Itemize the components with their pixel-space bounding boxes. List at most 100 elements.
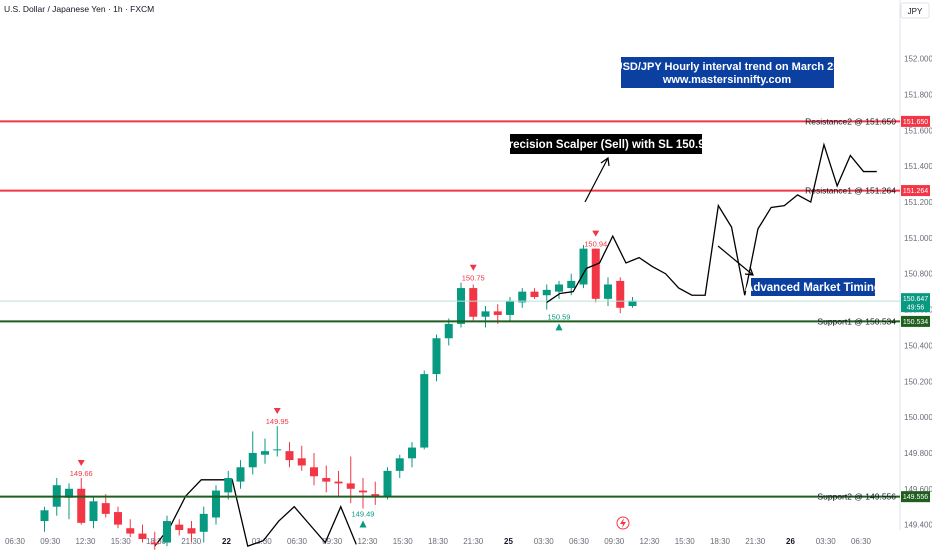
candle-body-9 [150, 542, 159, 545]
high-149-95-label: 149.95 [266, 417, 289, 426]
resistance2-tag: 151.650 [903, 119, 928, 126]
candle-body-30 [408, 447, 416, 459]
time-tick-17: 09:30 [604, 537, 625, 546]
candle-body-37 [493, 311, 502, 315]
high-149-66-label: 149.66 [70, 469, 93, 478]
candle-body-10 [163, 521, 171, 543]
resistance2-label: Resistance2 @ 151.650 [805, 116, 896, 126]
low-150-59-label: 150.59 [548, 312, 571, 321]
resistance2-tag-box [901, 115, 930, 127]
time-tick-9: 09:30 [322, 537, 343, 546]
candle-body-28 [383, 470, 392, 496]
low-149-49-label: 149.49 [352, 509, 375, 518]
price-tick-6: 150.800 [904, 270, 932, 279]
time-tick-20: 18:30 [710, 537, 731, 546]
candle-body-3 [77, 488, 86, 523]
high-150-75-arrow [469, 264, 477, 271]
time-tick-11: 15:30 [393, 537, 414, 546]
time-tick-10: 12:30 [357, 537, 378, 546]
price-tick-1: 151.800 [904, 91, 932, 100]
price-tick-10: 150.000 [904, 413, 932, 422]
candle-body-22 [310, 467, 318, 477]
headline-box [621, 57, 834, 88]
currency-badge[interactable]: JPY [908, 7, 923, 16]
candle-body-21 [297, 458, 306, 466]
candle-body-23 [322, 478, 331, 482]
time-tick-8: 06:30 [287, 537, 308, 546]
scalper-note-box [510, 134, 702, 154]
candle-body-39 [518, 291, 527, 303]
price-tick-8: 150.400 [904, 341, 932, 350]
candle-body-6 [114, 512, 122, 525]
time-tick-18: 12:30 [639, 537, 660, 546]
candle-body-32 [432, 338, 441, 375]
markers-layer: 149.66 149.95 149.49 150.75 150.59 150.94 [70, 230, 607, 528]
timing-note: Advanced Market Timing [745, 282, 881, 294]
candle-body-5 [101, 503, 110, 514]
time-tick-0: 06:30 [5, 537, 26, 546]
time-tick-15: 03:30 [534, 537, 555, 546]
time-tick-23: 03:30 [816, 537, 837, 546]
candle-body-24 [334, 481, 343, 484]
price-tick-4: 151.200 [904, 198, 932, 207]
time-axis[interactable] [0, 530, 900, 550]
candle-body-25 [346, 483, 355, 489]
candle-body-0 [40, 510, 49, 522]
candle-body-42 [555, 284, 563, 292]
candle-body-38 [506, 300, 514, 315]
candle-body-31 [420, 374, 429, 448]
projection-layer [546, 142, 877, 303]
time-tick-13: 21:30 [463, 537, 484, 546]
candle-body-41 [542, 289, 551, 296]
price-axis[interactable] [900, 0, 932, 530]
time-tick-21: 21:30 [745, 537, 766, 546]
candle-body-40 [530, 291, 539, 298]
price-tick-0: 152.000 [904, 55, 932, 64]
candle-body-48 [628, 300, 637, 306]
candle-body-27 [371, 494, 380, 496]
timing-note-box [751, 278, 875, 296]
time-tick-16: 06:30 [569, 537, 590, 546]
time-tick-6: 22 [222, 537, 231, 546]
high-149-95-arrow [273, 408, 281, 415]
timing-arrow [717, 245, 754, 276]
candle-body-11 [175, 524, 184, 530]
time-tick-3: 15:30 [111, 537, 132, 546]
support2-tag: 149.556 [903, 494, 928, 501]
time-tick-12: 18:30 [428, 537, 449, 546]
sell-arrow [584, 156, 610, 203]
candle-body-8 [138, 533, 147, 539]
candle-body-17 [248, 452, 257, 468]
time-tick-2: 12:30 [75, 537, 96, 546]
candle-body-20 [285, 451, 294, 461]
candles-layer [40, 245, 637, 550]
price-tick-2: 151.600 [904, 126, 932, 135]
time-tick-1: 09:30 [40, 537, 61, 546]
candle-body-29 [395, 458, 404, 471]
candle-body-7 [126, 528, 135, 534]
price-tick-3: 151.400 [904, 162, 932, 171]
candle-body-4 [89, 501, 98, 522]
support2-tag-box [901, 491, 930, 503]
currency-badge-box[interactable] [900, 2, 930, 19]
projection-path [546, 142, 877, 303]
lightning-icon[interactable] [616, 516, 630, 530]
price-tick-13: 149.400 [904, 521, 932, 530]
resistance1-label: Resistance1 @ 151.264 [805, 186, 896, 196]
candle-body-36 [481, 311, 490, 317]
high-149-66-arrow [77, 460, 85, 467]
support1-tag-box [901, 315, 930, 327]
resistance1-tag: 151.264 [903, 188, 928, 195]
headline-line2: www.mastersinnifty.com [662, 74, 792, 86]
price-tick-9: 150.200 [904, 377, 932, 386]
candle-body-2 [65, 488, 73, 498]
candle-body-13 [199, 513, 208, 532]
low-149-49-arrow [359, 520, 367, 528]
high-150-94-label: 150.94 [584, 240, 607, 249]
time-tick-14: 25 [504, 537, 513, 546]
candle-body-33 [444, 323, 453, 339]
candle-body-12 [187, 528, 196, 534]
candle-body-15 [224, 478, 233, 493]
time-tick-24: 06:30 [851, 537, 872, 546]
